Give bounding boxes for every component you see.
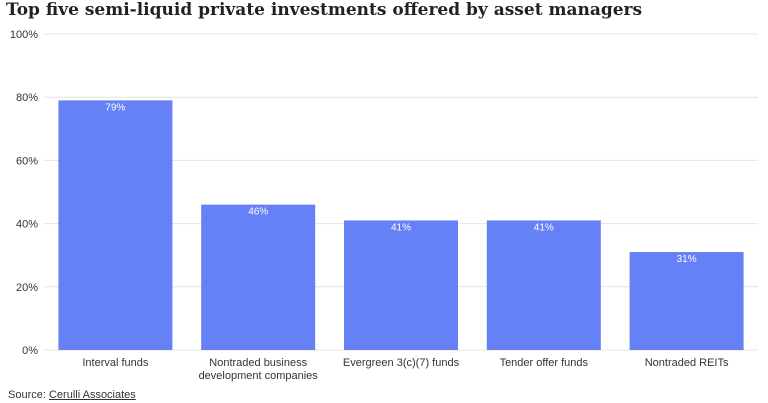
bar-value-label: 46% — [248, 207, 268, 218]
source-link[interactable]: Cerulli Associates — [48, 389, 136, 401]
chart-title: Top five semi-liquid private investments… — [6, 0, 643, 20]
x-tick-label: Nontraded REITs — [645, 357, 729, 369]
bar-value-label: 41% — [391, 222, 411, 233]
bar-value-labels: 79% 46% 41% 41% 31% — [105, 102, 696, 265]
bar-value-label: 41% — [534, 222, 554, 233]
y-tick-label: 60% — [16, 155, 38, 167]
bar — [58, 100, 173, 350]
bar — [629, 252, 744, 350]
bars — [58, 100, 744, 350]
x-tick-label: development companies — [199, 370, 319, 382]
bar — [486, 220, 601, 350]
x-axis-category-labels: Interval funds Nontraded businessdevelopm… — [82, 357, 729, 382]
x-tick-label: Tender offer funds — [500, 357, 589, 369]
y-axis-tick-labels: 0% 20% 40% 60% 80% 100% — [10, 29, 38, 357]
y-tick-label: 0% — [22, 345, 38, 357]
source-label: Source: — [8, 389, 46, 401]
bar-value-label: 79% — [105, 102, 125, 113]
x-tick-label: Evergreen 3(c)(7) funds — [343, 357, 460, 369]
bar — [344, 220, 458, 350]
x-tick-label: Interval funds — [82, 357, 149, 369]
y-tick-label: 20% — [16, 282, 38, 294]
bar-value-label: 31% — [677, 254, 697, 265]
y-tick-label: 40% — [16, 219, 38, 231]
y-tick-label: 100% — [10, 29, 38, 41]
x-tick-label: Nontraded business — [209, 357, 307, 369]
source-note: Source: Cerulli Associates — [8, 389, 136, 401]
bar — [201, 204, 316, 350]
y-tick-label: 80% — [16, 92, 38, 104]
